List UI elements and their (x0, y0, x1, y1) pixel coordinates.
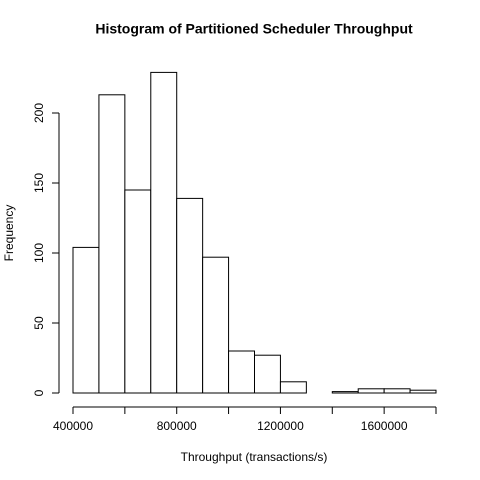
bar (357, 388, 385, 394)
y-tick-label: 0 (32, 389, 46, 396)
bar (176, 197, 204, 394)
y-axis-label: Frequency (2, 205, 16, 262)
chart-title: Histogram of Partitioned Scheduler Throu… (95, 21, 413, 37)
bar (409, 389, 437, 394)
bar (254, 354, 281, 394)
bar (383, 388, 411, 394)
bar (72, 246, 100, 394)
x-tick-label: 1600000 (361, 419, 408, 433)
bar (331, 391, 359, 394)
bar (202, 256, 230, 394)
bar (150, 71, 178, 394)
x-tick-label: 800000 (157, 419, 197, 433)
bar (279, 381, 307, 394)
y-tick-label: 200 (32, 103, 46, 123)
x-axis-label: Throughput (transactions/s) (181, 450, 328, 464)
y-tick-label: 50 (32, 316, 46, 330)
bar (124, 189, 152, 394)
y-tick-label: 100 (32, 243, 46, 263)
bar (228, 350, 255, 394)
x-tick-label: 400000 (53, 419, 93, 433)
y-tick-label: 150 (32, 173, 46, 193)
bar (98, 94, 126, 394)
x-tick-label: 1200000 (257, 419, 304, 433)
